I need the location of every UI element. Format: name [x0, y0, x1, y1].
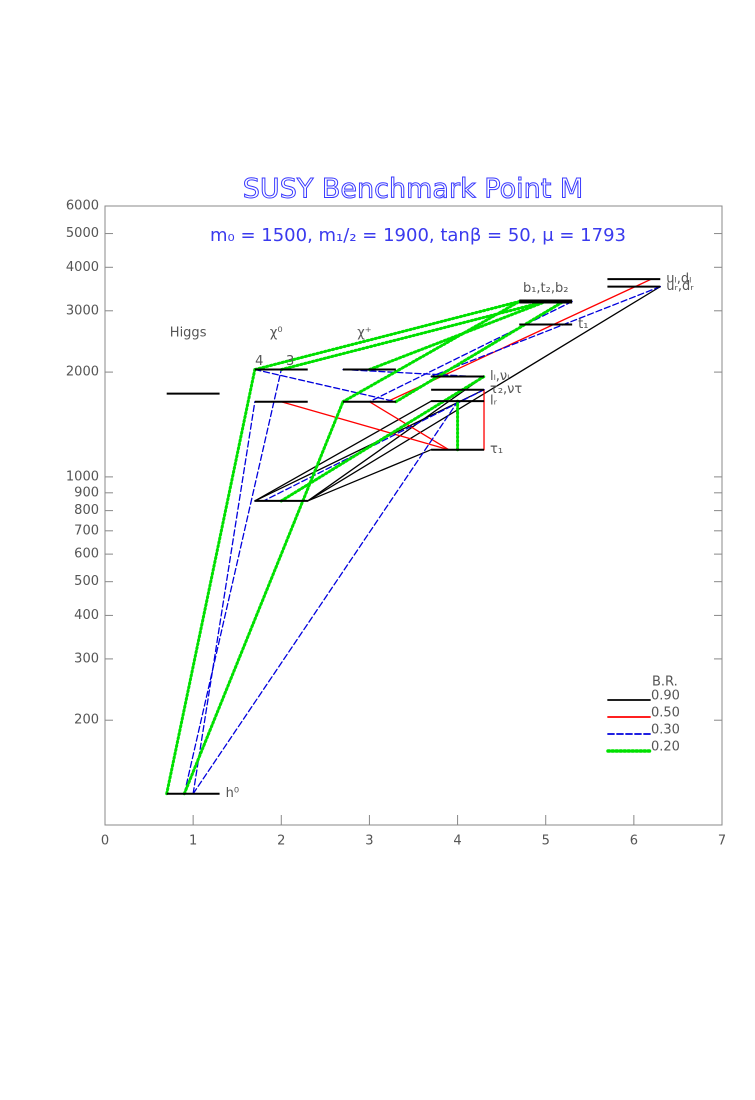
y-tick-label: 4000: [66, 260, 99, 275]
level-label: t₁: [578, 317, 588, 332]
y-tick-label: 2000: [66, 365, 99, 380]
x-tick-label: 5: [542, 834, 550, 849]
decay-line: [307, 449, 432, 502]
level-label: τ₁: [490, 442, 503, 457]
x-tick-label: 0: [101, 834, 109, 849]
decay-line: [367, 300, 548, 372]
y-tick-label: 500: [74, 574, 99, 589]
decay-line: [192, 401, 459, 795]
level-label: τ₂,ντ: [490, 382, 522, 397]
decay-line: [165, 368, 257, 796]
y-tick-label: 600: [74, 547, 99, 562]
y-tick-label: 3000: [66, 303, 99, 318]
decay-line: [430, 285, 661, 378]
x-tick-label: 4: [453, 834, 461, 849]
decay-line: [368, 300, 573, 403]
y-tick-label: 700: [74, 523, 99, 538]
chart-subtitle: m₀ = 1500, m₁/₂ = 1900, tanβ = 50, μ = 1…: [210, 225, 626, 246]
y-tick-label: 900: [74, 485, 99, 500]
chart-title: SUSY Benchmark Point M: [243, 174, 583, 205]
x-tick-label: 3: [365, 834, 373, 849]
x-tick-label: 7: [718, 834, 726, 849]
y-tick-label: 6000: [66, 199, 99, 214]
y-tick-label: 800: [74, 503, 99, 518]
column-label: Higgs: [170, 326, 207, 341]
decay-line: [394, 300, 565, 404]
level-label: h⁰: [226, 786, 239, 801]
legend-label: 0.50: [651, 706, 680, 721]
decay-line: [341, 300, 521, 404]
decay-line: [279, 375, 486, 503]
decay-line: [183, 368, 282, 795]
column-label: χ⁰: [270, 326, 283, 341]
y-tick-label: 5000: [66, 226, 99, 241]
y-tick-label: 1000: [66, 469, 99, 484]
decay-line: [280, 401, 450, 451]
decay-line: [253, 300, 521, 372]
y-tick-label: 300: [74, 651, 99, 666]
decay-line: [254, 400, 432, 502]
level-label: uᵣ,dᵣ: [666, 279, 694, 294]
decay-line: [182, 400, 345, 796]
decay-line: [368, 401, 450, 451]
decay-line: [307, 375, 485, 502]
x-tick-label: 6: [630, 834, 638, 849]
level-label: lᵣ: [490, 394, 498, 409]
y-tick-label: 200: [74, 713, 99, 728]
column-label: χ⁺: [357, 326, 371, 341]
x-tick-label: 1: [189, 834, 197, 849]
level-label: b₁,t₂,b₂: [523, 281, 569, 296]
decay-line: [192, 401, 256, 795]
level-index: 3: [286, 354, 294, 369]
level-label: lₗ,νₗ: [490, 369, 509, 384]
legend-label: 0.20: [651, 740, 680, 755]
decay-line: [342, 368, 476, 378]
level-label: uₗ,dₗ: [666, 272, 691, 287]
legend-label: 0.30: [651, 723, 680, 738]
y-tick-label: 400: [74, 608, 99, 623]
legend-title: B.R.: [652, 675, 678, 690]
x-tick-label: 2: [277, 834, 285, 849]
decay-line: [254, 368, 397, 403]
level-index: 4: [255, 354, 263, 369]
plot-frame: [104, 205, 723, 826]
legend-label: 0.90: [651, 689, 680, 704]
